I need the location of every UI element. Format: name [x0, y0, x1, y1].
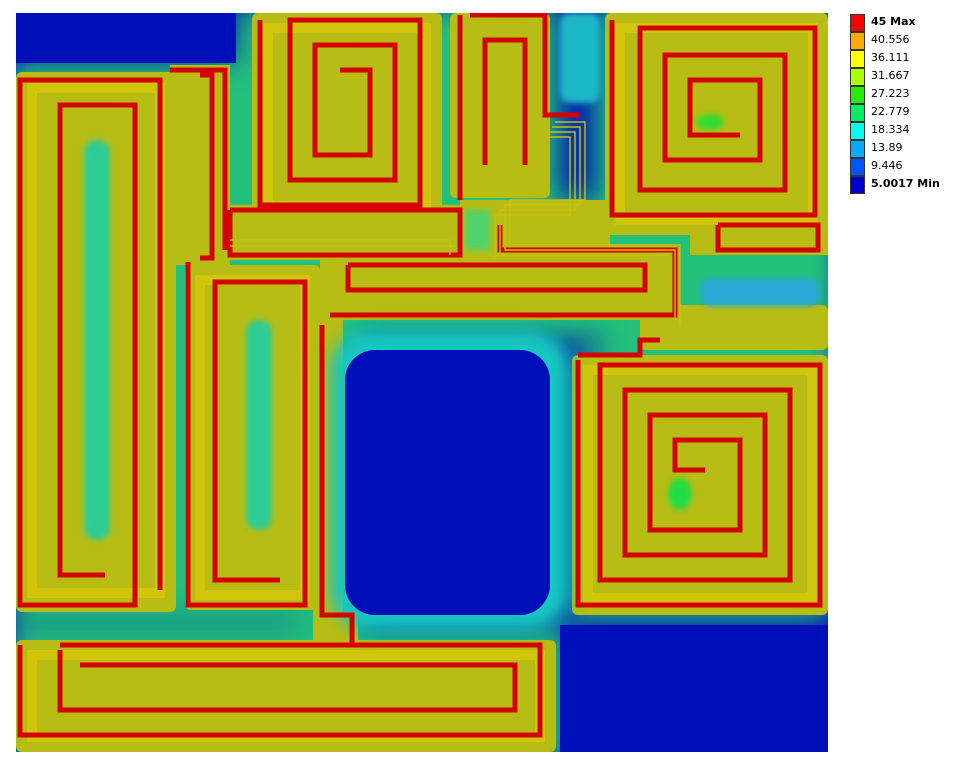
legend-label: 31.667 — [871, 69, 910, 82]
legend-swatch — [850, 158, 865, 176]
legend-swatch — [850, 176, 865, 194]
legend-label: 40.556 — [871, 33, 910, 46]
legend-entry: 31.667 — [850, 68, 950, 86]
legend-entry: 27.223 — [850, 86, 950, 104]
legend-swatch — [850, 140, 865, 158]
legend-entry: 22.779 — [850, 104, 950, 122]
legend-swatch — [850, 104, 865, 122]
legend-entry: 18.334 — [850, 122, 950, 140]
legend-label: 22.779 — [871, 105, 910, 118]
trace-bundle — [230, 121, 681, 325]
legend-label: 45 Max — [871, 15, 916, 28]
legend-label: 13.89 — [871, 141, 903, 154]
legend-label: 18.334 — [871, 123, 910, 136]
legend-swatch — [850, 32, 865, 50]
legend-entry: 40.556 — [850, 32, 950, 50]
legend-label: 9.446 — [871, 159, 903, 172]
legend-entry: 45 Max — [850, 14, 950, 32]
cold-interior — [16, 13, 828, 752]
legend-swatch — [850, 122, 865, 140]
legend-entry: 36.111 — [850, 50, 950, 68]
legend-entry: 5.0017 Min — [850, 176, 950, 194]
legend-swatch — [850, 68, 865, 86]
legend-label: 27.223 — [871, 87, 910, 100]
legend-label: 5.0017 Min — [871, 177, 940, 190]
legend-swatch — [850, 14, 865, 32]
temperature-contour-plot[interactable] — [16, 13, 828, 752]
legend-entry: 13.89 — [850, 140, 950, 158]
legend-swatch — [850, 50, 865, 68]
legend-label: 36.111 — [871, 51, 910, 64]
legend-swatch — [850, 86, 865, 104]
legend-entry: 9.446 — [850, 158, 950, 176]
color-legend: 45 Max 40.556 36.111 31.667 27.223 22.779 18.3… — [850, 14, 950, 194]
